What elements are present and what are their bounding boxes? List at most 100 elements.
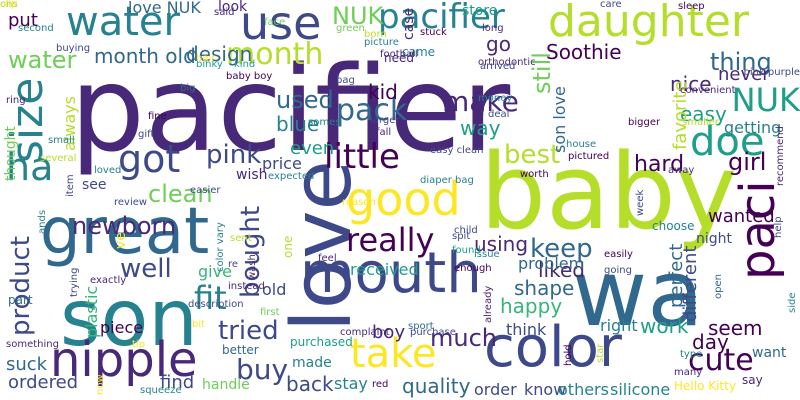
cloud-word: fall	[376, 127, 392, 138]
cloud-word: problem	[518, 254, 585, 273]
cloud-word: re	[228, 259, 239, 270]
cloud-word: bit	[192, 319, 206, 330]
cloud-word: day	[692, 330, 729, 354]
cloud-word: help	[773, 216, 784, 238]
cloud-word: one	[281, 236, 295, 259]
cloud-word: binky	[196, 59, 223, 70]
cloud-word: see	[82, 177, 107, 193]
cloud-word: wanted	[708, 206, 775, 227]
cloud-word: know	[524, 380, 567, 399]
cloud-word: expected	[268, 171, 315, 182]
cloud-word: type	[680, 349, 703, 360]
cloud-word: thing	[710, 48, 772, 76]
cloud-word: purchase	[410, 327, 456, 338]
cloud-word: sleep	[678, 1, 705, 12]
cloud-word: pacifier	[70, 40, 511, 178]
cloud-word: think	[506, 320, 547, 339]
cloud-word: pink purple	[743, 67, 800, 78]
cloud-word: money	[478, 93, 513, 104]
cloud-word: squeeze	[140, 385, 182, 396]
cloud-word: design	[186, 42, 253, 66]
cloud-word: water	[8, 46, 77, 74]
cloud-word: enough	[454, 263, 492, 274]
cloud-word: easier	[190, 185, 221, 196]
cloud-word: way	[460, 116, 501, 140]
cloud-word: price	[262, 154, 302, 173]
cloud-word: care	[600, 0, 622, 10]
cloud-word: away	[668, 165, 695, 176]
cloud-word: doe	[690, 119, 765, 165]
cloud-word: sent	[230, 233, 252, 244]
cloud-word: part	[8, 293, 33, 307]
cloud-word: gift	[138, 129, 155, 140]
cloud-word: pacifier	[378, 0, 505, 37]
cloud-word: kind	[234, 59, 256, 70]
cloud-word: girl	[728, 148, 767, 176]
cloud-word: made	[292, 355, 332, 371]
cloud-word: mouth	[300, 241, 482, 306]
cloud-word: issue	[474, 249, 500, 260]
cloud-word: arrived	[480, 61, 516, 72]
cloud-word: baby boy	[226, 71, 273, 82]
cloud-word: work	[640, 314, 689, 338]
cloud-word: convenient	[680, 85, 736, 96]
cloud-word: put	[8, 10, 38, 31]
cloud-word: case	[401, 8, 417, 41]
cloud-word: fine	[148, 111, 167, 122]
cloud-word: week	[635, 190, 646, 217]
cloud-word: orthodontic	[478, 57, 536, 68]
cloud-word: find	[160, 372, 195, 393]
cloud-word: diaper bag	[420, 175, 474, 186]
cloud-word: seem	[708, 316, 763, 340]
cloud-word: worth	[520, 169, 549, 180]
cloud-word: said	[214, 7, 235, 18]
cloud-word: happy	[500, 294, 563, 318]
cloud-word: little	[324, 137, 400, 177]
cloud-word: complaint	[340, 327, 390, 338]
cloud-word: long	[482, 23, 504, 34]
cloud-word: picture	[364, 37, 399, 48]
cloud-word: using	[474, 232, 529, 256]
cloud-word: open	[713, 274, 724, 299]
cloud-word: football	[380, 49, 418, 60]
cloud-word: use	[240, 0, 322, 50]
cloud-word: recommend	[775, 126, 786, 186]
cloud-word: exactly	[90, 275, 127, 286]
cloud-word: item	[65, 174, 76, 197]
cloud-word: now	[95, 374, 106, 395]
cloud-word: larger	[370, 115, 400, 126]
cloud-word: ve	[113, 232, 129, 249]
cloud-word: born	[364, 29, 387, 40]
cloud-word: big	[180, 83, 196, 94]
cloud-word: quality	[402, 374, 471, 398]
cloud-word: month old	[94, 44, 196, 68]
cloud-word: wash	[247, 254, 258, 280]
cloud-word: keep	[530, 234, 593, 264]
cloud-word: received	[350, 260, 419, 279]
cloud-word: best	[504, 140, 561, 170]
cloud-word: give	[198, 262, 232, 281]
cloud-word: wa	[572, 240, 704, 347]
cloud-word: want	[752, 345, 787, 361]
cloud-word: small	[48, 135, 75, 146]
cloud-word: ordered	[8, 372, 79, 393]
cloud-word: bag	[336, 75, 355, 86]
cloud-word: good	[346, 172, 461, 226]
cloud-word: fit	[194, 279, 227, 317]
cloud-word: ons	[0, 0, 18, 10]
cloud-word: really	[346, 221, 435, 259]
cloud-word: got	[118, 137, 181, 181]
cloud-word: go	[486, 32, 511, 56]
cloud-word: cute	[688, 343, 754, 378]
cloud-word: side	[787, 292, 798, 313]
cloud-word: going	[604, 265, 632, 276]
cloud-word: suck	[6, 354, 48, 375]
cloud-word: smaller	[682, 117, 719, 128]
cloud-word: pack	[336, 93, 408, 128]
cloud-word: NUK	[731, 81, 800, 119]
cloud-word: others	[558, 380, 609, 399]
cloud-word: somes	[308, 117, 341, 128]
cloud-word: reason	[342, 197, 376, 208]
cloud-word: back	[286, 372, 334, 396]
cloud-word: sport	[408, 321, 434, 332]
